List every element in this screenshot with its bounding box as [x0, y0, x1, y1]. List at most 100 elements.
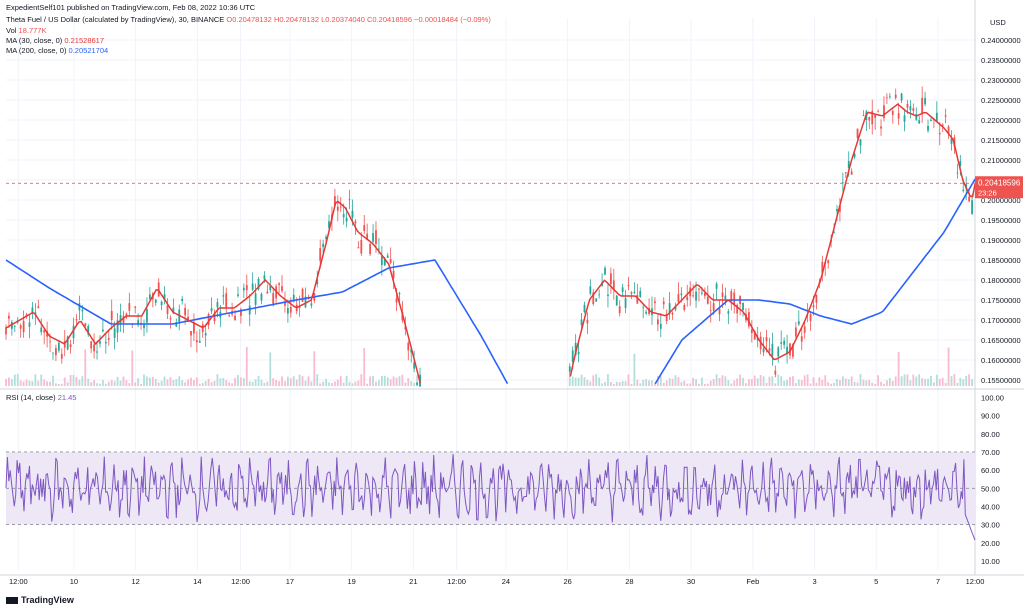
candle-body: [378, 248, 380, 250]
currency-label[interactable]: USD: [990, 18, 1006, 27]
candle-body: [43, 330, 46, 333]
volume-bar: [104, 383, 107, 386]
candle-body: [60, 353, 63, 359]
volume-bar: [201, 383, 204, 386]
volume-bar: [175, 379, 178, 386]
candle-body: [568, 366, 571, 372]
candle-body: [198, 340, 201, 343]
volume-bar: [959, 377, 962, 386]
volume-bar: [953, 374, 956, 386]
volume-bar: [369, 376, 372, 386]
volume-bar: [841, 376, 844, 386]
volume-bar: [119, 380, 122, 386]
volume-bar: [228, 382, 231, 386]
volume-bar: [240, 377, 242, 386]
candle-body: [195, 340, 198, 343]
candle-body: [701, 292, 703, 294]
candle-body: [844, 172, 847, 174]
rsi-tick-label: 80.00: [981, 430, 1000, 439]
symbol-title[interactable]: Theta Fuel / US Dollar (calculated by Tr…: [6, 15, 225, 24]
volume-bar: [703, 383, 706, 386]
tradingview-logo[interactable]: TradingView: [6, 595, 74, 605]
candle-body: [31, 307, 34, 314]
volume-bar: [40, 374, 43, 386]
volume-bar: [739, 374, 741, 386]
volume-bar: [839, 380, 841, 386]
rsi-pane: [6, 451, 975, 525]
vol-value: 18.777K: [18, 26, 47, 35]
volume-bar: [154, 379, 157, 386]
volume-bar: [824, 375, 827, 386]
candle-body: [912, 108, 915, 111]
candle-body: [871, 111, 874, 125]
candle-body: [8, 315, 10, 319]
symbol-line[interactable]: Theta Fuel / US Dollar (calculated by Tr…: [6, 15, 491, 24]
volume-bar: [888, 377, 891, 386]
candle-body: [968, 196, 971, 202]
volume-bar: [971, 379, 973, 386]
volume-bar: [656, 375, 659, 386]
candle-body: [254, 293, 257, 305]
candle-body: [935, 112, 938, 122]
candle-body: [668, 303, 671, 314]
volume-bar: [313, 351, 316, 386]
time-tick-label: 12:00: [9, 577, 28, 586]
time-tick-label: 12:00: [231, 577, 250, 586]
volume-bar: [160, 380, 163, 386]
volume-bar: [935, 374, 938, 386]
candle-body: [96, 351, 98, 353]
volume-bar: [877, 375, 879, 386]
volume-bar: [169, 377, 172, 386]
candle-body: [959, 161, 962, 167]
volume-bar: [668, 378, 671, 386]
volume-bar: [248, 381, 251, 386]
tv-logo-icon: [6, 597, 18, 605]
candle-body: [792, 344, 794, 357]
volume-bar: [401, 374, 404, 386]
volume-bar: [195, 377, 198, 386]
volume-bar: [151, 376, 154, 386]
time-tick-label: 28: [625, 577, 633, 586]
candle-body: [812, 305, 815, 308]
volume-bar: [756, 378, 759, 386]
candle-body: [339, 206, 342, 208]
candle-body: [627, 284, 630, 286]
candle-body: [216, 302, 219, 308]
price-tick-label: 0.21500000: [981, 136, 1021, 145]
volume-bar: [783, 380, 786, 386]
ma200-legend[interactable]: MA (200, close, 0) 0.20521704: [6, 46, 108, 55]
volume-bar: [965, 375, 968, 386]
volume-bar: [263, 382, 266, 386]
volume-bar: [60, 383, 63, 386]
candle-body: [49, 341, 51, 343]
candle-body: [900, 93, 903, 101]
rsi-tick-label: 100.00: [981, 393, 1004, 402]
candle-body: [169, 318, 172, 320]
candle-body: [210, 308, 213, 312]
candle-body: [915, 114, 918, 120]
volume-bar: [166, 379, 169, 386]
volume-bar: [351, 383, 354, 386]
volume-bar: [604, 381, 606, 386]
candle-body: [322, 243, 325, 247]
candle-body: [750, 329, 753, 334]
candle-body: [380, 255, 383, 265]
candle-body: [413, 362, 416, 369]
candle-body: [703, 293, 706, 297]
price-axis[interactable]: 0.24000000 0.23500000 0.23000000 0.22500000…: [981, 36, 1021, 385]
time-tick-label: 10: [70, 577, 78, 586]
volume-bar: [589, 381, 592, 386]
volume-bar: [163, 376, 166, 386]
candle-body: [888, 96, 891, 98]
candle-body: [615, 295, 618, 306]
ma30-legend[interactable]: MA (30, close, 0) 0.21528617: [6, 36, 104, 45]
volume-bar: [786, 379, 788, 386]
volume-bar: [809, 383, 812, 386]
candle-body: [410, 349, 413, 353]
rsi-legend[interactable]: RSI (14, close) 21.45: [6, 393, 76, 402]
volume-bar: [90, 382, 93, 386]
time-axis[interactable]: 12:00 10 12 14 12:00 17 19 21 12:00 24 26 28 30 Feb 3 5…: [9, 577, 984, 586]
volume-legend[interactable]: Vol 18.777K: [6, 26, 46, 35]
candle-body: [37, 306, 40, 309]
